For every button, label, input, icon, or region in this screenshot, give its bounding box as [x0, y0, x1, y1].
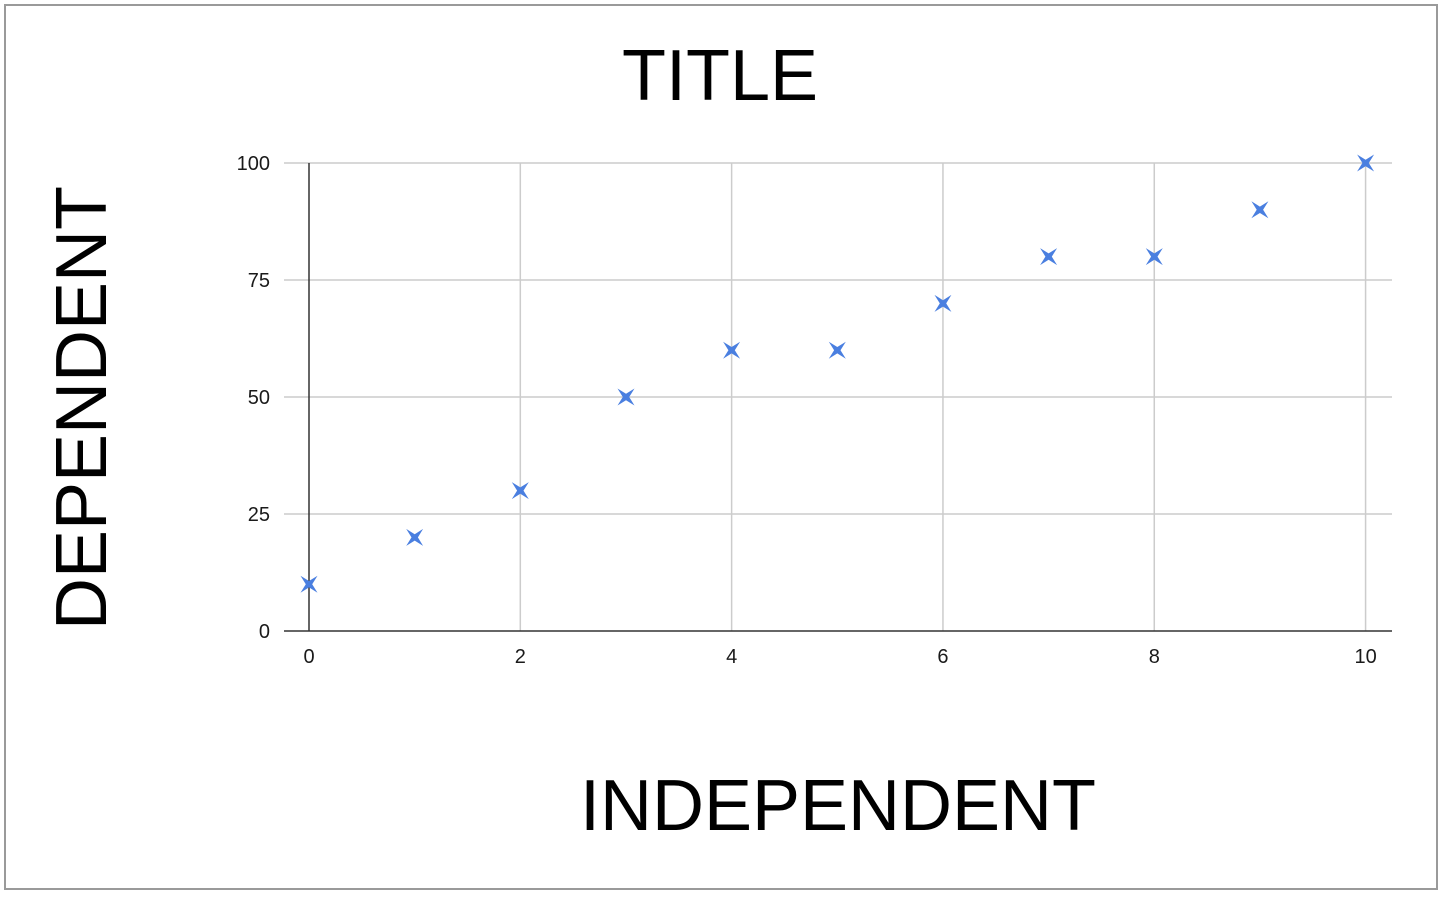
data-point-5 — [828, 341, 846, 359]
x-tick-label-10: 10 — [1354, 646, 1376, 668]
data-point-8 — [1145, 248, 1163, 266]
x-tick-label-4: 4 — [726, 646, 737, 668]
x-tick-label-8: 8 — [1149, 646, 1160, 668]
y-tick-label-25: 25 — [248, 504, 270, 526]
tick-labels: 0 25 50 75 100 0 2 4 6 8 10 — [237, 153, 1377, 668]
data-point-9 — [1251, 201, 1269, 219]
chart-frame — [4, 4, 1438, 890]
x-tick-label-2: 2 — [515, 646, 526, 668]
y-tick-label-75: 75 — [248, 270, 270, 292]
y-tick-label-100: 100 — [237, 153, 270, 175]
x-axis-label: INDEPENDENT — [579, 766, 1097, 846]
data-point-7 — [1040, 248, 1058, 266]
data-point-0 — [300, 575, 318, 593]
data-point-1 — [406, 528, 424, 546]
y-tick-label-50: 50 — [248, 387, 270, 409]
data-points — [300, 154, 1375, 593]
x-tick-label-6: 6 — [937, 646, 948, 668]
data-point-6 — [934, 294, 952, 312]
data-point-4 — [723, 341, 741, 359]
chart-title: TITLE — [621, 36, 819, 116]
data-point-10 — [1357, 154, 1375, 172]
data-point-3 — [617, 388, 635, 406]
y-tick-label-0: 0 — [259, 621, 270, 643]
axes — [284, 163, 1392, 632]
grid-lines — [284, 162, 1392, 631]
data-point-2 — [511, 482, 529, 500]
x-tick-label-0: 0 — [303, 646, 314, 668]
